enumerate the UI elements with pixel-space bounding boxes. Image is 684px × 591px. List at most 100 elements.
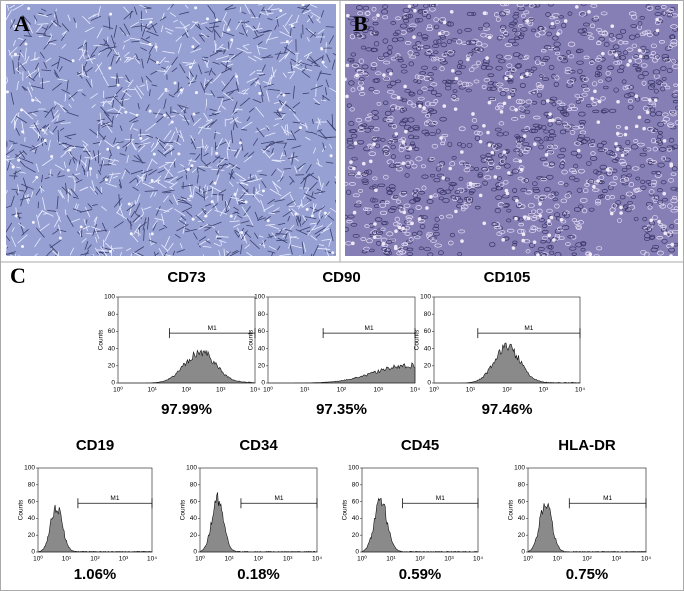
- cell: [291, 24, 294, 27]
- percent: 1.06%: [74, 566, 117, 583]
- cell: [206, 17, 209, 20]
- cell: [211, 200, 214, 203]
- percent: 0.75%: [566, 566, 609, 583]
- histogram-curve: [528, 503, 646, 552]
- cell: [488, 101, 492, 105]
- y-tick-label: 80: [352, 482, 360, 489]
- cell: [575, 5, 579, 9]
- x-tick-label: 10⁴: [410, 387, 420, 394]
- cell: [215, 18, 218, 21]
- histogram: CD9097.35%02040608010010⁰10¹10²10³10⁴Cou…: [248, 269, 420, 418]
- cell: [357, 171, 361, 175]
- cell: [17, 159, 20, 162]
- cell: [635, 94, 639, 98]
- cell: [282, 94, 285, 97]
- cell: [655, 18, 659, 22]
- marker-title: CD34: [239, 437, 278, 454]
- cell: [505, 189, 509, 193]
- cell: [610, 24, 614, 28]
- y-tick-label: 100: [420, 294, 431, 301]
- cell: [299, 126, 302, 129]
- cell: [616, 147, 620, 151]
- cell: [151, 232, 154, 235]
- cell: [401, 227, 405, 231]
- cell: [657, 220, 661, 224]
- cell: [610, 212, 614, 216]
- y-tick-label: 20: [352, 532, 360, 539]
- cell: [408, 147, 412, 151]
- cell: [601, 52, 605, 56]
- cell: [619, 211, 623, 215]
- histogram: HLA-DR0.75%02040608010010⁰10¹10²10³10⁴Co…: [508, 437, 651, 583]
- x-tick-label: 10¹: [386, 556, 396, 563]
- cell: [106, 148, 109, 151]
- cell: [402, 161, 406, 165]
- gate-label: M1: [524, 325, 533, 332]
- cell: [485, 56, 489, 60]
- cell: [68, 148, 71, 151]
- cell: [128, 203, 131, 206]
- cell: [616, 132, 620, 136]
- panel-label: A: [14, 11, 30, 36]
- cell: [136, 114, 139, 117]
- cell: [352, 167, 356, 171]
- cell: [229, 42, 230, 49]
- x-tick-label: 10⁴: [312, 556, 322, 563]
- x-tick-label: 10³: [612, 556, 622, 563]
- cell: [504, 77, 508, 81]
- cell: [89, 167, 92, 170]
- x-tick-label: 10⁴: [575, 387, 585, 394]
- cell: [507, 171, 511, 175]
- cell: [523, 215, 527, 219]
- cell: [621, 153, 625, 157]
- x-tick-label: 10²: [502, 387, 512, 394]
- cell: [227, 28, 230, 31]
- cell: [547, 233, 551, 237]
- cell: [587, 10, 591, 14]
- y-tick-label: 100: [186, 465, 197, 472]
- marker-title: CD45: [401, 437, 439, 454]
- cell: [58, 130, 59, 142]
- y-tick-label: 0: [355, 549, 359, 556]
- cell: [31, 99, 34, 102]
- cell: [35, 176, 38, 179]
- percent: 97.99%: [161, 401, 212, 418]
- cell: [525, 72, 529, 76]
- cell: [454, 107, 458, 111]
- cell: [656, 29, 660, 33]
- cell: [533, 142, 537, 146]
- cell: [44, 139, 47, 142]
- cell: [552, 238, 556, 242]
- cell: [324, 212, 327, 215]
- cell: [171, 120, 174, 123]
- gate-label: M1: [208, 325, 217, 332]
- histogram: CD7397.99%02040608010010⁰10¹10²10³10⁴Cou…: [98, 269, 260, 418]
- cell: [345, 95, 349, 99]
- cell: [302, 200, 303, 207]
- cell: [279, 9, 282, 12]
- cell: [330, 154, 333, 157]
- cell: [488, 36, 492, 40]
- cell: [402, 140, 406, 144]
- cell: [404, 130, 408, 134]
- cell: [155, 46, 158, 49]
- cell: [394, 229, 398, 233]
- y-tick-label: 100: [348, 465, 359, 472]
- y-tick-label: 80: [108, 311, 116, 318]
- marker-title: CD90: [322, 269, 360, 286]
- y-tick-label: 60: [424, 328, 432, 335]
- cell: [413, 9, 417, 13]
- y-tick-label: 40: [352, 515, 360, 522]
- cell: [450, 10, 454, 14]
- cell: [635, 125, 639, 129]
- cell: [460, 239, 464, 243]
- cell: [597, 120, 601, 124]
- x-tick-label: 10³: [374, 387, 384, 394]
- y-tick-label: 100: [104, 294, 115, 301]
- cell: [560, 218, 564, 222]
- cell: [82, 256, 94, 258]
- cell: [514, 108, 518, 112]
- x-tick-label: 10³: [539, 387, 549, 394]
- cell: [469, 182, 473, 186]
